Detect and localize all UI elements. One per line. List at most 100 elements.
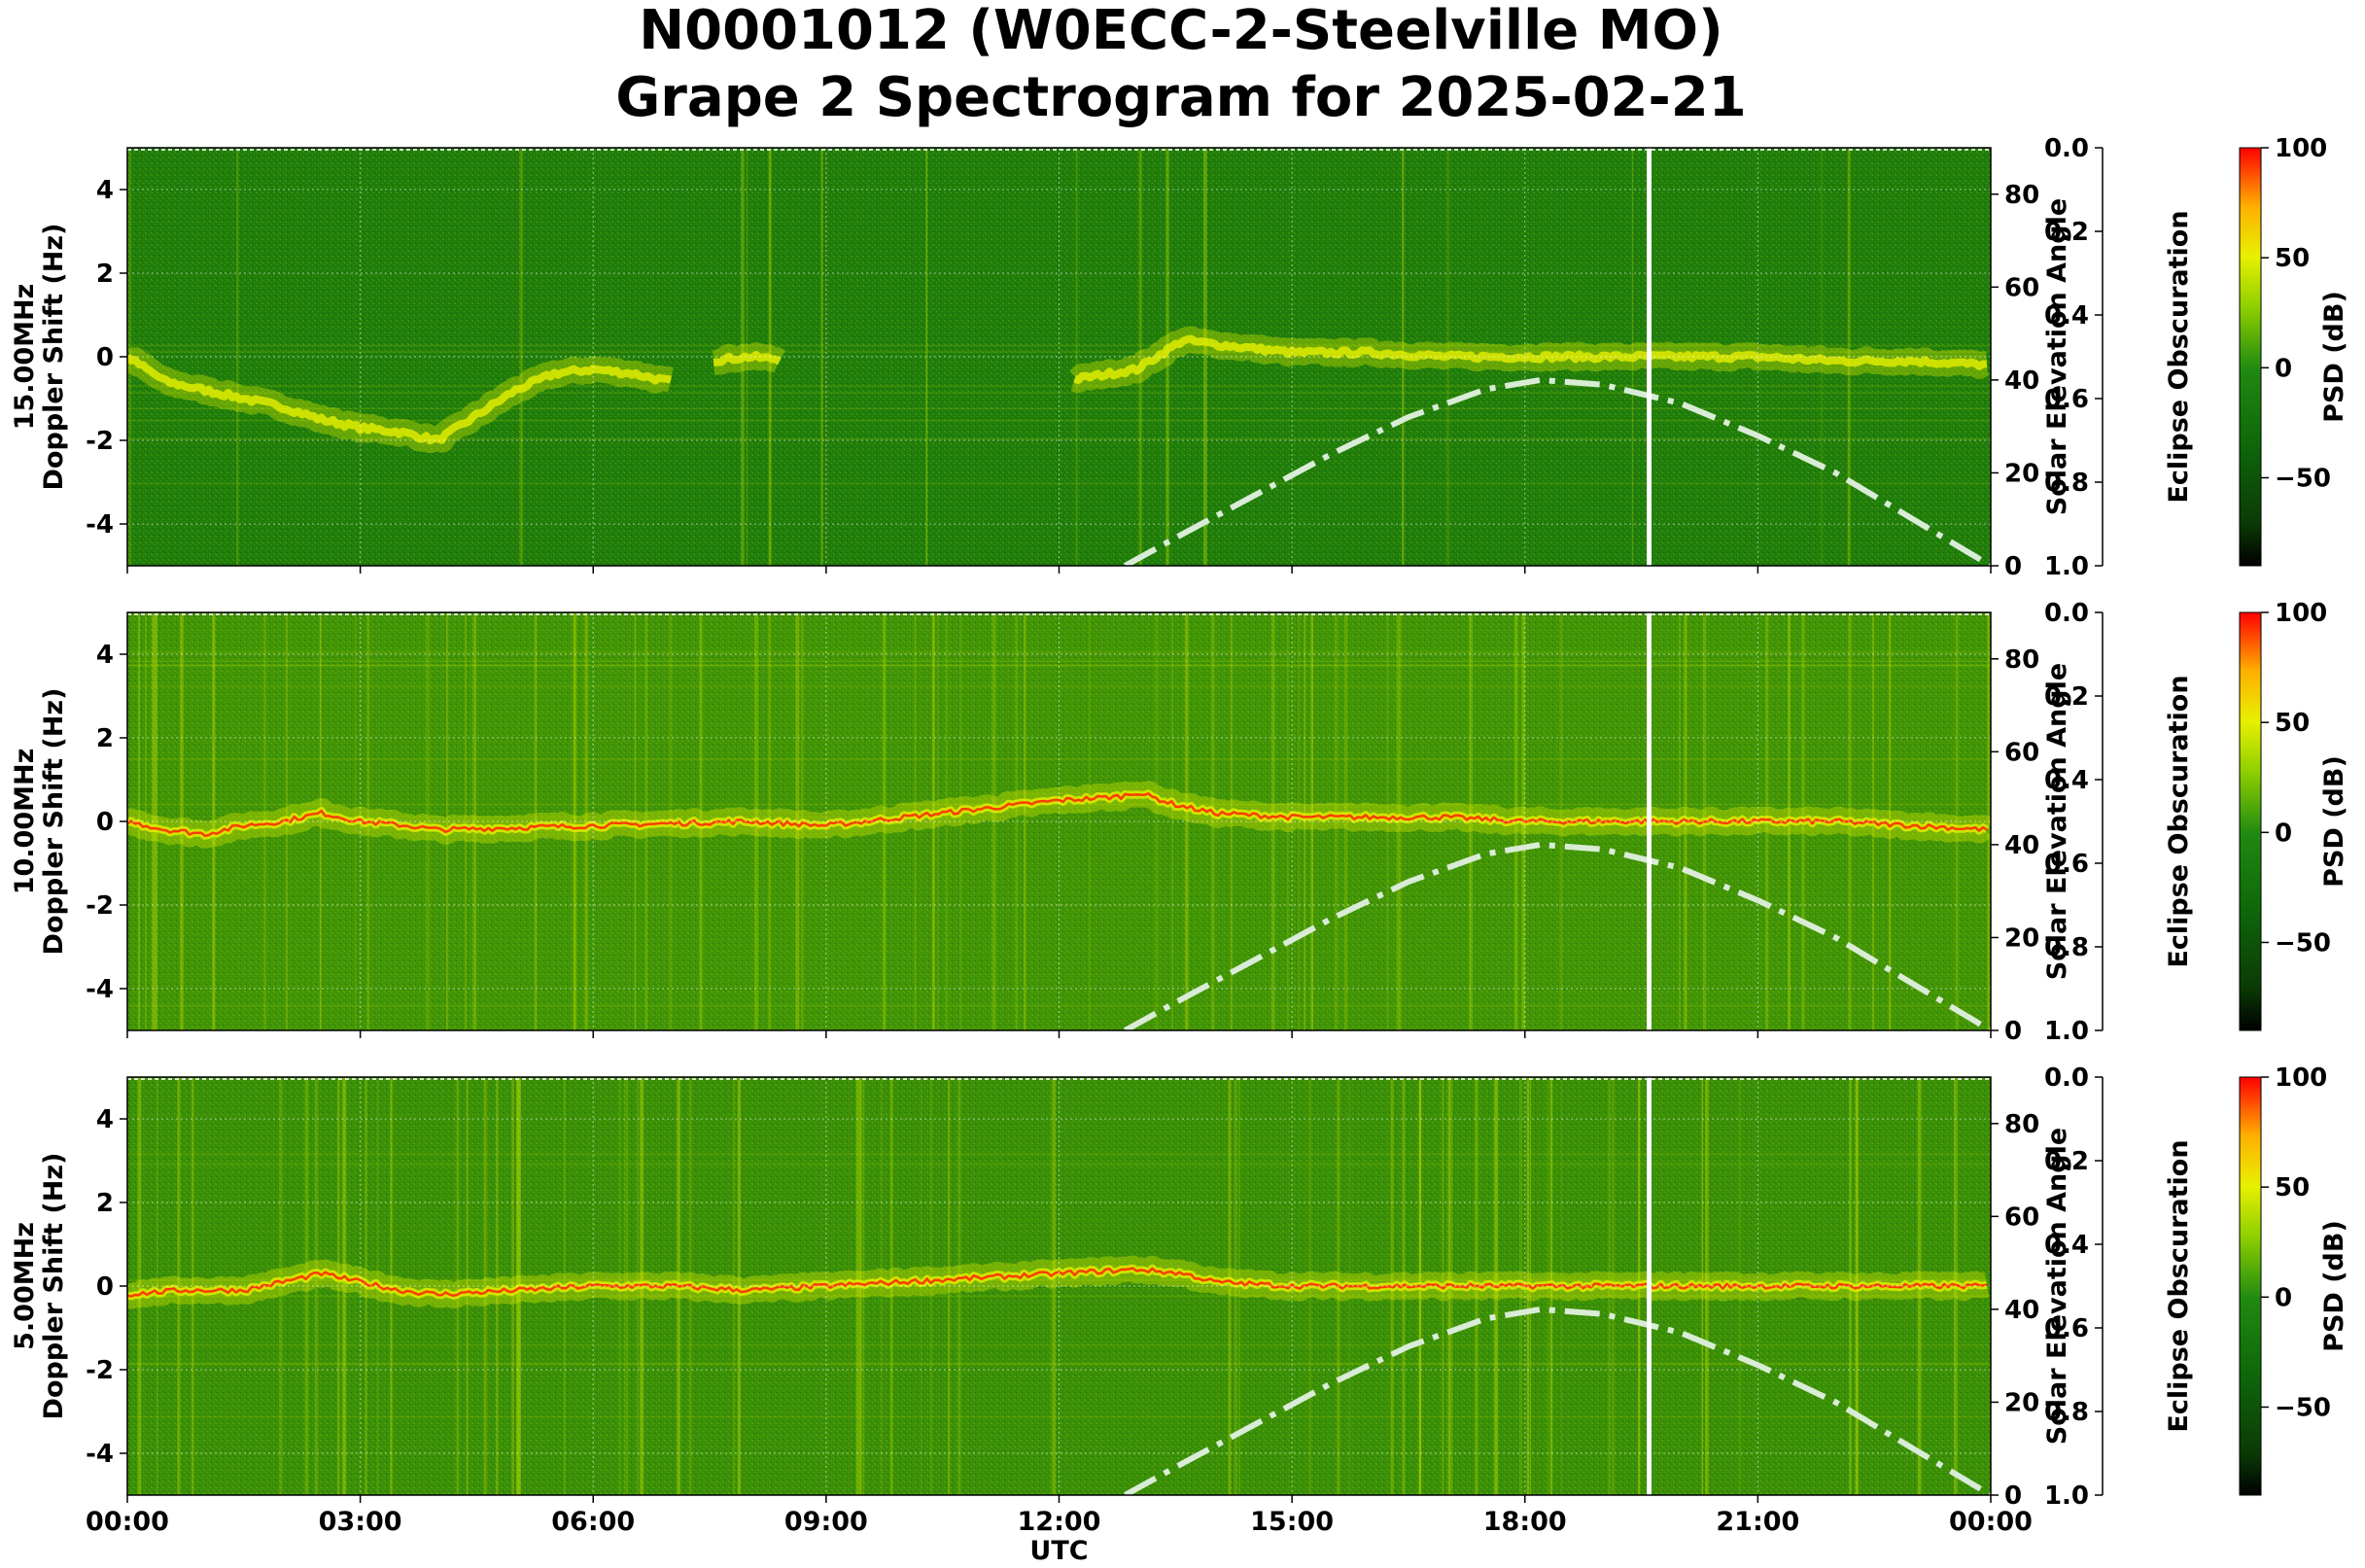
interference-stripe [1052,1077,1057,1495]
interference-stripe [1298,612,1300,1030]
spectrogram-area [127,148,1991,566]
colorbar [2239,147,2262,567]
interference-stripe [1185,612,1189,1030]
interference-stripe [472,612,477,1030]
interference-stripe [1310,612,1314,1030]
ytick-label: 2 [96,260,114,289]
eclipse-tick-label: 0.0 [2044,134,2089,163]
xtick-label: 03:00 [319,1507,402,1537]
harmonic-line [127,1362,1991,1365]
interference-stripe [959,612,962,1030]
xlabel: UTC [1029,1536,1088,1566]
interference-stripe [584,612,588,1030]
eclipse-axis-label: Eclipse Obscuration [2164,675,2194,967]
xtick-label: 00:00 [1949,1507,2033,1537]
interference-stripe [932,612,935,1030]
panel-15.00MHz: 420-2-415.00MHz Doppler Shift (Hz)0204060… [10,134,2349,581]
interference-stripe [820,148,823,566]
ytick-label: 0 [96,1272,114,1302]
colorbar [2239,611,2262,1031]
doppler-core [127,792,1988,838]
interference-stripe [573,612,576,1030]
interference-stripe [937,612,939,1030]
colorbar-tick-label: 100 [2275,134,2327,163]
interference-stripe [732,1077,736,1495]
harmonic-line [127,1005,1991,1007]
chart-title-line1: N0001012 (W0ECC-2-Steelville MO) [639,0,1722,62]
interference-stripe [465,612,467,1030]
eclipse-tick-label: 0.8 [2044,1398,2089,1427]
eclipse-tick-label: 1.0 [2044,1017,2089,1046]
colorbar-tick-label: 100 [2275,599,2327,628]
interference-stripe [1987,612,1991,1030]
colorbar [2239,1076,2262,1496]
colorbar-tick-label: 50 [2275,244,2310,273]
solar-tick-label: 40 [2004,1296,2039,1325]
interference-stripe [1228,1077,1232,1495]
solar-elevation-curve [1123,1306,1991,1495]
solar-tick-label: 60 [2004,273,2039,302]
eclipse-tick-label: 0.0 [2044,1063,2089,1093]
solar-elevation-curve [1123,841,1991,1030]
solar-tick-label: 0 [2004,1481,2022,1511]
interference-stripe [1089,612,1091,1030]
ylabel-frequency: 15.00MHz [10,284,40,431]
solar-tick-label: 40 [2004,831,2039,860]
eclipse-tick-label: 0.2 [2044,682,2089,712]
xtick-label: 12:00 [1018,1507,1101,1537]
eclipse-tick-label: 0.0 [2044,599,2089,628]
interference-stripe [483,1077,487,1495]
xtick-label: 09:00 [784,1507,868,1537]
interference-stripe [145,612,147,1030]
ytick-label: 4 [96,641,114,670]
colorbar-tick-label: 0 [2275,354,2292,383]
solar-tick-label: 0 [2004,1017,2022,1046]
colorbar-tick-label: −50 [2275,464,2331,493]
solar-tick-label: 80 [2004,645,2039,675]
doppler-band [713,351,782,366]
eclipse-tick-label: 0.6 [2044,385,2089,414]
interference-stripe [426,612,430,1030]
colorbar-tick-label: 0 [2275,1283,2292,1312]
xtick-label: 00:00 [86,1507,169,1537]
ytick-label: 2 [96,1189,114,1218]
colorbar-tick-label: −50 [2275,928,2331,958]
harmonic-line [127,1163,1991,1166]
harmonic-line [127,392,1991,395]
ytick-label: -2 [86,891,114,921]
colorbar-label: PSD (dB) [2319,1220,2349,1352]
interference-stripe [236,148,239,566]
xtick-label: 15:00 [1250,1507,1334,1537]
panel-10.00MHz: 420-2-410.00MHz Doppler Shift (Hz)0204060… [10,599,2349,1046]
harmonic-line [127,664,1991,667]
colorbar-tick-label: 50 [2275,709,2310,738]
ylabel-doppler: Doppler Shift (Hz) [39,688,69,956]
interference-stripe [137,1077,142,1495]
ytick-label: 2 [96,724,114,753]
interference-stripe [191,1077,194,1495]
interference-stripe [314,1077,319,1495]
spectrogram-area [127,612,1991,1030]
chart-title-line2: Grape 2 Spectrogram for 2025-02-21 [615,66,1746,129]
xtick-label: 21:00 [1716,1507,1799,1537]
solar-elevation-curve [1123,376,1991,566]
solar-axis-label: Solar Elevation Angle [2042,1128,2072,1445]
solar-tick-label: 40 [2004,366,2039,396]
spectrogram-area [127,1077,1991,1495]
solar-axis-label: Solar Elevation Angle [2042,198,2072,515]
harmonic-line [127,437,1991,440]
interference-stripe [1955,612,1959,1030]
colorbar-tick-label: 0 [2275,819,2292,848]
interference-stripe [485,1077,488,1495]
colorbar-tick-label: 50 [2275,1173,2310,1202]
harmonic-line [127,1153,1991,1155]
eclipse-tick-label: 0.2 [2044,218,2089,247]
harmonic-line [127,407,1991,409]
interference-stripe [1343,612,1348,1030]
solar-tick-label: 80 [2004,181,2039,210]
interference-stripe [925,148,928,566]
interference-stripe [177,1077,181,1495]
eclipse-tick-label: 1.0 [2044,1481,2089,1511]
interference-stripe [1271,612,1275,1030]
